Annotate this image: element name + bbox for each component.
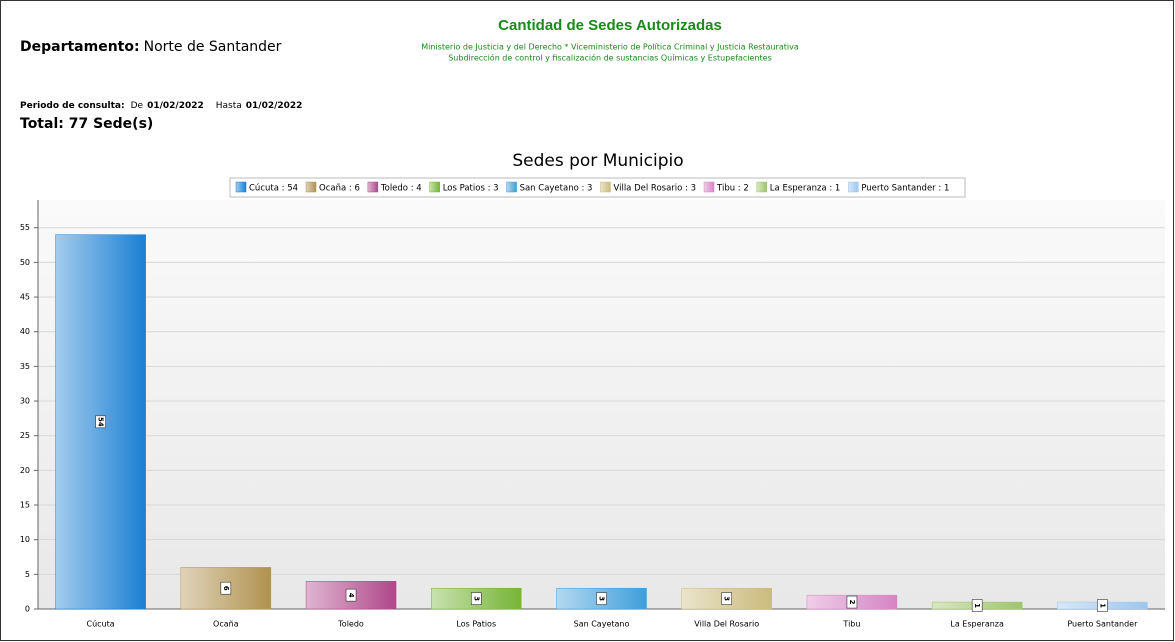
data-label-box — [721, 592, 733, 605]
periodo-label: Periodo de consulta: — [20, 101, 125, 111]
plot-area — [38, 200, 1165, 609]
chart-title: Sedes por Municipio — [512, 151, 683, 171]
x-tick-label: San Cayetano — [574, 620, 630, 629]
legend-label: Ocaña : 6 — [319, 184, 360, 194]
y-tick-label: 10 — [20, 535, 30, 544]
y-tick-label: 45 — [20, 293, 30, 302]
de-label: De — [131, 101, 144, 111]
total: Total: 77 Sede(s) — [20, 116, 153, 132]
legend-swatch — [703, 181, 715, 193]
data-label-box — [470, 592, 482, 605]
data-label-box — [596, 592, 607, 605]
legend-label: La Esperanza : 1 — [770, 184, 841, 194]
data-label: 3 — [598, 596, 606, 601]
y-tick-label: 50 — [20, 258, 30, 267]
y-tick-label: 5 — [25, 570, 30, 579]
legend-swatch — [367, 181, 379, 193]
subtitle: Subdirección de control y fiscalización … — [448, 53, 772, 63]
x-tick-label: Puerto Santander — [1067, 620, 1138, 629]
legend-swatch — [756, 181, 768, 193]
data-label-box — [971, 599, 983, 612]
subtitle: Ministerio de Justicia y del Derecho * V… — [421, 43, 799, 52]
departamento: Departamento: Norte de Santander — [20, 39, 282, 55]
x-tick-label: Ocaña — [213, 620, 239, 629]
legend-label: San Cayetano : 3 — [520, 184, 593, 194]
hasta-date: 01/02/2022 — [246, 101, 303, 111]
data-label: 54 — [97, 417, 105, 427]
legend-swatch — [506, 181, 517, 193]
x-tick-label: Toledo — [337, 620, 364, 629]
data-label-box — [345, 588, 357, 602]
legend-swatch — [848, 181, 859, 193]
y-tick-label: 0 — [25, 605, 30, 614]
legend-label: Cúcuta : 54 — [249, 184, 298, 194]
legend-label: Villa Del Rosario : 3 — [613, 184, 696, 194]
x-tick-label: Los Patios — [456, 620, 496, 629]
data-label-box — [846, 595, 858, 609]
data-label: 1 — [1098, 603, 1106, 608]
legend-label: Tibu : 2 — [716, 184, 749, 194]
de-date: 01/02/2022 — [147, 101, 204, 111]
legend-label: Los Patios : 3 — [443, 184, 499, 194]
legend — [229, 177, 966, 198]
x-tick-label: Villa Del Rosario — [694, 620, 759, 629]
departamento-label: Departamento: — [20, 39, 140, 55]
periodo: Periodo de consulta: De 01/02/2022 Hasta 01/… — [20, 101, 302, 111]
departamento-value: Norte de Santander — [144, 39, 282, 55]
y-tick-label: 30 — [20, 397, 30, 406]
y-tick-label: 20 — [20, 466, 30, 475]
data-label: 1 — [973, 603, 981, 608]
data-label: 2 — [848, 600, 856, 605]
x-tick-label: Cúcuta — [87, 620, 115, 629]
report-title: Cantidad de Sedes Autorizadas — [498, 17, 722, 34]
legend-swatch — [305, 181, 317, 193]
legend-swatch — [235, 181, 247, 193]
legend-label: Toledo : 4 — [380, 184, 422, 194]
data-label: 3 — [472, 596, 480, 601]
data-label: 4 — [347, 593, 355, 598]
x-tick-label: Tibu — [842, 620, 860, 629]
legend-swatch — [429, 181, 440, 193]
data-label-box — [1097, 599, 1108, 612]
x-tick-label: La Esperanza — [950, 620, 1004, 629]
data-label-box — [220, 581, 232, 595]
y-tick-label: 35 — [20, 362, 30, 371]
data-label-box — [95, 415, 106, 429]
legend-swatch — [600, 181, 611, 193]
y-tick-label: 40 — [20, 327, 30, 336]
legend-label: Puerto Santander : 1 — [861, 184, 949, 194]
y-tick-label: 15 — [20, 501, 30, 510]
data-label: 3 — [723, 596, 731, 601]
y-tick-label: 25 — [20, 431, 30, 440]
y-tick-label: 55 — [20, 223, 30, 232]
hasta-label: Hasta — [216, 101, 242, 111]
data-label: 6 — [222, 586, 230, 591]
